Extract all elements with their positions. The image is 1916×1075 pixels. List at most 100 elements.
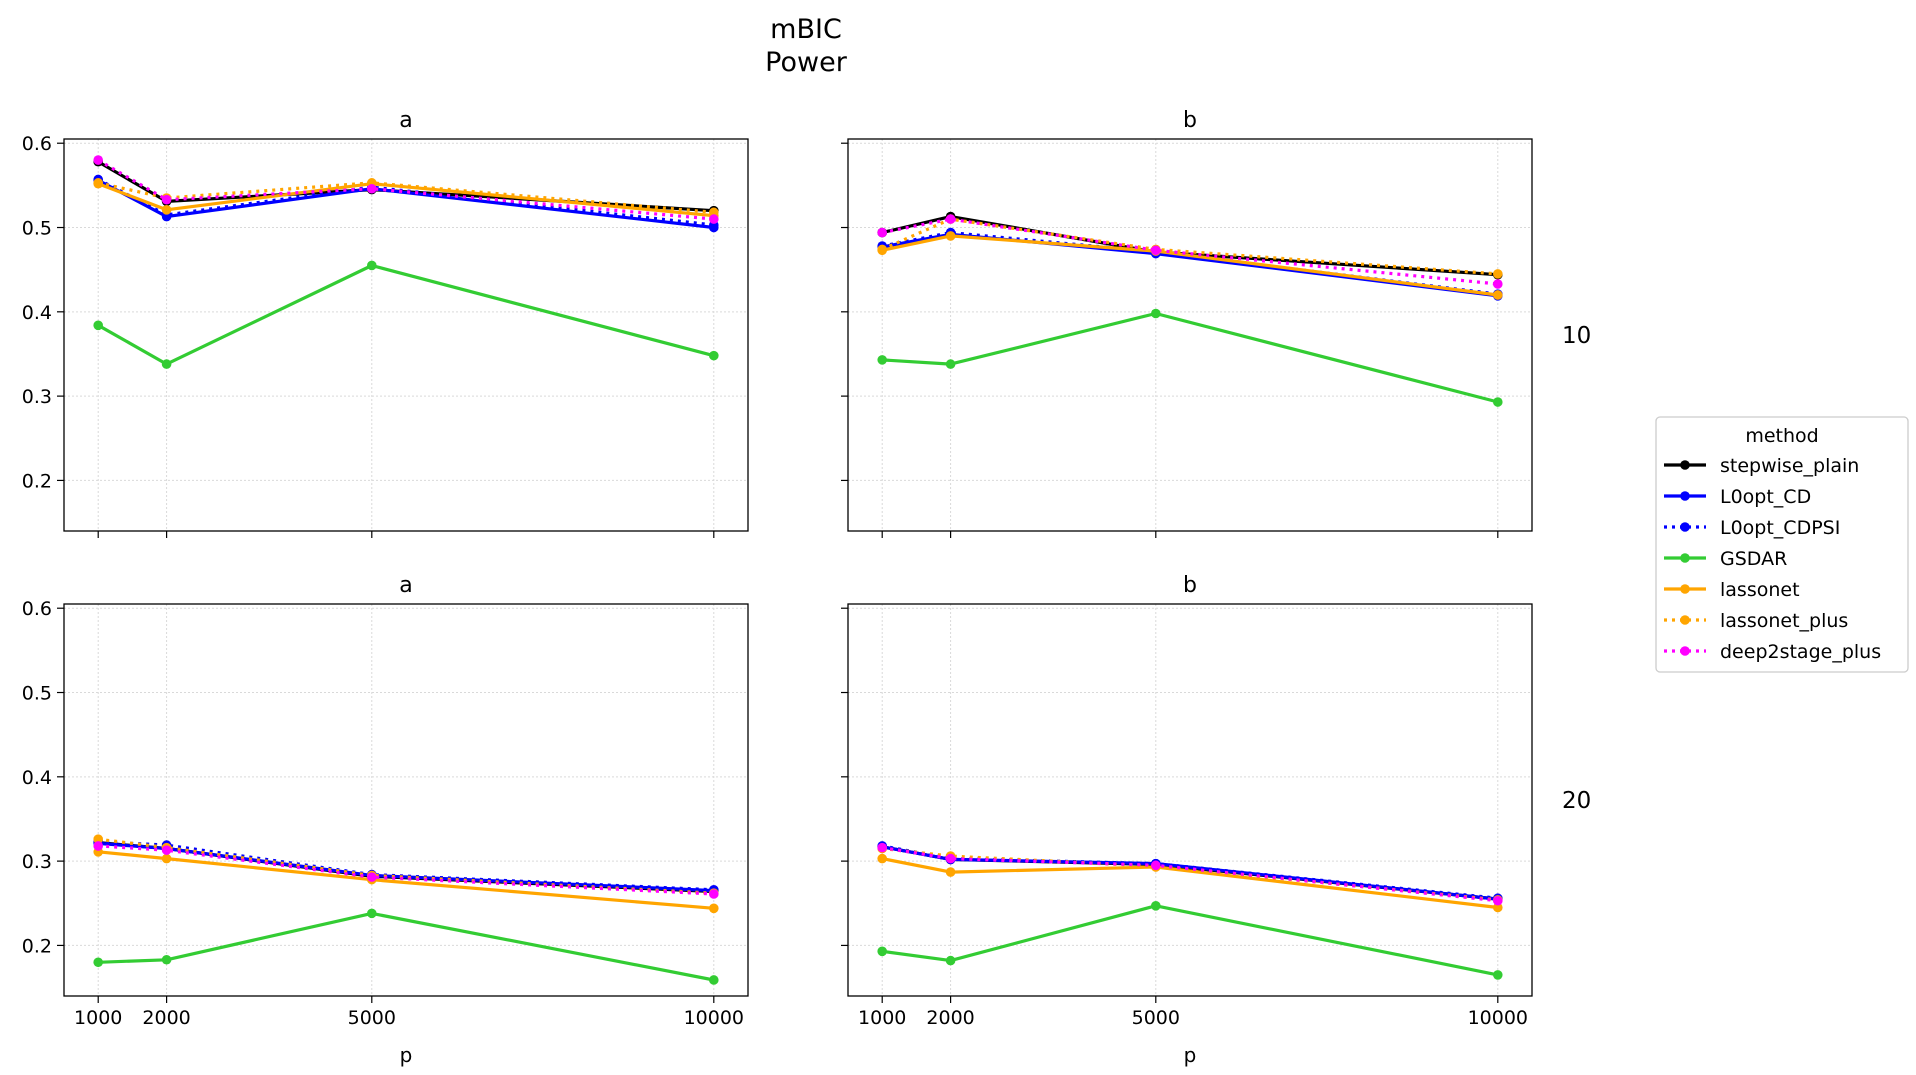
- panel-3-series-GSDAR-point-0: [877, 946, 887, 957]
- panel-1-series-GSDAR-point-2: [1151, 308, 1161, 319]
- legend-label-stepwise_plain: stepwise_plain: [1720, 455, 1859, 477]
- legend-label-L0opt_CD: L0opt_CD: [1720, 486, 1811, 508]
- panel-0-ytick-label-3: 0.5: [22, 218, 52, 240]
- panel-2-series-GSDAR-point-1: [161, 954, 172, 965]
- panel-0-series-GSDAR-point-2: [367, 260, 377, 271]
- panel-0-series-GSDAR-line: [97, 263, 715, 366]
- panel-3-xtick-label-3: 10000: [1468, 1007, 1528, 1029]
- panel-0-ytick-label-0: 0.2: [22, 470, 52, 492]
- panel-2-series-deep2stage_plus-point-1: [161, 845, 172, 855]
- panel-0-series-deep2stage_plus-point-0: [93, 155, 103, 165]
- panel-0-series-GSDAR-point-1: [161, 359, 172, 369]
- panel-3-series-lassonet-point-3: [1493, 902, 1503, 913]
- panel-1-title: b: [1183, 108, 1197, 133]
- legend-label-lassonet_plus: lassonet_plus: [1720, 610, 1848, 632]
- panel-2-series-deep2stage_plus-point-0: [93, 841, 103, 851]
- panel-3-xtick-label-0: 1000: [858, 1007, 906, 1029]
- panel-2-series-GSDAR-point-3: [709, 975, 719, 985]
- legend-marker-stepwise_plain: [1680, 460, 1690, 470]
- panel-3-series-GSDAR-point-1: [945, 955, 956, 966]
- panel-2-xtick-label-2: 5000: [348, 1007, 396, 1029]
- panel-0-title: a: [399, 108, 412, 133]
- panel-0-series-lassonet-line: [97, 182, 714, 218]
- panel-3-series-deep2stage_plus-point-0: [877, 842, 887, 853]
- legend-title: method: [1745, 425, 1818, 447]
- legend-marker-L0opt_CD: [1680, 491, 1690, 501]
- panel-1-series-lassonet_plus-point-0: [877, 244, 887, 255]
- panel-3-series-lassonet-line: [881, 857, 1498, 910]
- panel-1-series-lassonet_plus-point-3: [1493, 269, 1503, 279]
- panel-0-series-GSDAR-point-3: [709, 350, 719, 361]
- panel-3-series-deep2stage_plus-point-2: [1151, 860, 1161, 871]
- panel-1: b: [841, 108, 1533, 538]
- panel-1-series-lassonet_plus-line: [881, 217, 1498, 276]
- panel-0-frame: [63, 138, 749, 532]
- panel-1-series-GSDAR-point-1: [945, 359, 956, 369]
- panel-0-series-deep2stage_plus-line: [97, 158, 714, 221]
- panel-2-title: a: [399, 573, 412, 598]
- panel-2-series-lassonet_plus-point-0: [93, 834, 103, 844]
- legend: method stepwise_plain L0opt_CD L0opt_CDPSI G…: [1655, 416, 1909, 673]
- panel-2-series-lassonet_plus-line: [98, 837, 714, 895]
- panel-1-series-deep2stage_plus-line: [881, 217, 1498, 286]
- legend-label-GSDAR: GSDAR: [1720, 548, 1787, 570]
- panel-2-series-lassonet-line: [98, 850, 714, 910]
- panel-2-ytick-label-0: 0.2: [22, 935, 52, 957]
- panel-2-series-lassonet-point-3: [709, 903, 719, 914]
- panel-1-series-deep2stage_plus-point-1: [945, 214, 956, 224]
- panel-2-series-GSDAR-point-0: [93, 957, 103, 968]
- panel-2-xtick-label-1: 2000: [142, 1007, 190, 1029]
- panel-1-series-deep2stage_plus-point-3: [1493, 279, 1503, 289]
- panel-3-series-GSDAR-point-3: [1493, 970, 1503, 980]
- panel-0-series-deep2stage_plus-point-2: [367, 183, 377, 194]
- panel-3: 1000 2000 5000 10000 b p: [841, 573, 1533, 1067]
- panel-3-xtick-label-1: 2000: [926, 1007, 974, 1029]
- panel-0-series-lassonet_plus-point-0: [93, 178, 103, 188]
- panel-0-ytick-label-1: 0.3: [22, 386, 52, 408]
- panel-2-series-GSDAR-point-2: [367, 908, 377, 919]
- panel-3-xtick-label-2: 5000: [1132, 1007, 1180, 1029]
- panel-3-series-GSDAR-line: [881, 904, 1499, 977]
- panel-2-xtick-label-3: 10000: [684, 1007, 744, 1029]
- panel-0-series-lassonet-point-1: [161, 205, 172, 215]
- panel-0: 0.2 0.3 0.4 0.5 0.6 a: [22, 108, 749, 538]
- panel-3-title: b: [1183, 573, 1197, 598]
- panels-group: 0.2 0.3 0.4 0.5 0.6 a b 1000 2000 5000 10000 0.2 0.3…: [22, 108, 1592, 1067]
- panel-0-series-L0opt_CDPSI-line: [97, 178, 714, 227]
- panel-2-series-L0opt_CD-line: [98, 841, 714, 893]
- panel-3-series-lassonet-point-0: [877, 853, 887, 864]
- panel-1-series-lassonet-point-3: [1493, 290, 1503, 300]
- panel-3-series-deep2stage_plus-point-1: [945, 853, 956, 864]
- panel-1-series-GSDAR-line: [882, 311, 1499, 404]
- panel-1-series-lassonet-point-1: [945, 231, 956, 241]
- legend-label-L0opt_CDPSI: L0opt_CDPSI: [1720, 517, 1840, 539]
- panel-1-series-stepwise_plain-line: [881, 214, 1498, 277]
- panel-1-series-GSDAR-point-0: [877, 355, 887, 365]
- legend-marker-deep2stage_plus: [1680, 646, 1690, 656]
- row-label-0: 10: [1562, 323, 1591, 349]
- row-label-1: 20: [1562, 788, 1591, 814]
- legend-marker-L0opt_CDPSI: [1680, 522, 1690, 532]
- panel-3-series-lassonet-point-1: [945, 867, 956, 877]
- panel-2-series-GSDAR-line: [98, 911, 715, 982]
- panel-3-xlabel: p: [1184, 1043, 1197, 1067]
- panel-0-series-GSDAR-point-0: [93, 320, 103, 331]
- legend-marker-lassonet_plus: [1680, 615, 1690, 625]
- panel-0-series-deep2stage_plus-point-1: [161, 194, 172, 205]
- panel-2-ytick-label-4: 0.6: [22, 598, 52, 620]
- legend-label-lassonet: lassonet: [1720, 579, 1800, 601]
- panel-2-ytick-label-3: 0.5: [22, 683, 52, 705]
- panel-2-xtick-label-0: 1000: [74, 1007, 122, 1029]
- chart-subtitle: Power: [765, 47, 848, 78]
- legend-box: [1655, 416, 1909, 673]
- panel-2-series-deep2stage_plus-line: [98, 844, 714, 896]
- panel-0-series-deep2stage_plus-point-3: [709, 214, 719, 224]
- panel-2-series-deep2stage_plus-point-3: [709, 889, 719, 899]
- panel-3-series-deep2stage_plus-point-3: [1493, 895, 1503, 906]
- panel-3-frame: [847, 603, 1533, 997]
- panel-1-series-L0opt_CD-line: [881, 232, 1498, 298]
- panel-2-frame: [63, 603, 749, 997]
- panel-1-frame: [847, 138, 1533, 532]
- panel-2-ytick-label-2: 0.4: [22, 767, 52, 789]
